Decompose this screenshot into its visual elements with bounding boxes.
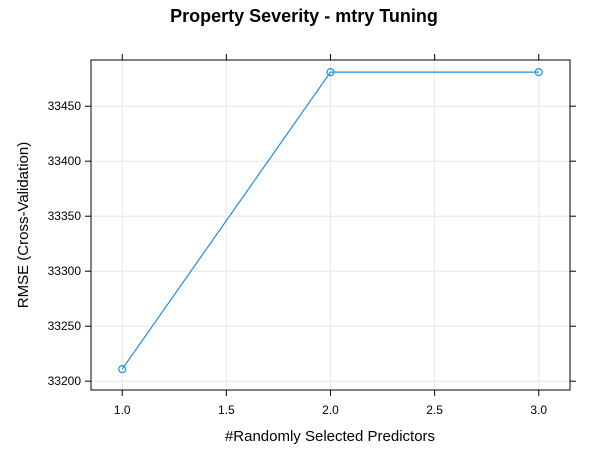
x-axis-label: #Randomly Selected Predictors — [225, 428, 435, 445]
data-point — [118, 365, 127, 374]
y-tick-label: 33250 — [48, 319, 82, 333]
data-point — [326, 67, 335, 77]
ticks: 1.0 1.5 2.0 2.5 3.0 33200 33250 33300 33350 33400… — [48, 54, 576, 417]
x-tick-label: 1.0 — [114, 403, 131, 417]
grid — [91, 60, 570, 390]
y-tick-label: 33300 — [48, 264, 82, 278]
x-tick-label: 3.0 — [530, 403, 547, 417]
x-tick-label: 2.5 — [426, 403, 443, 417]
y-tick-label: 33450 — [48, 99, 82, 113]
y-tick-label: 33200 — [48, 374, 82, 388]
data-point — [534, 67, 543, 77]
chart-title: Property Severity - mtry Tuning — [170, 6, 438, 26]
series-line — [121, 71, 539, 370]
x-tick-label: 2.0 — [322, 403, 339, 417]
y-tick-label: 33350 — [48, 209, 82, 223]
y-axis-label: RMSE (Cross-Validation) — [15, 142, 32, 308]
series — [118, 67, 543, 374]
y-tick-label: 33400 — [48, 154, 82, 168]
x-tick-label: 1.5 — [218, 403, 235, 417]
